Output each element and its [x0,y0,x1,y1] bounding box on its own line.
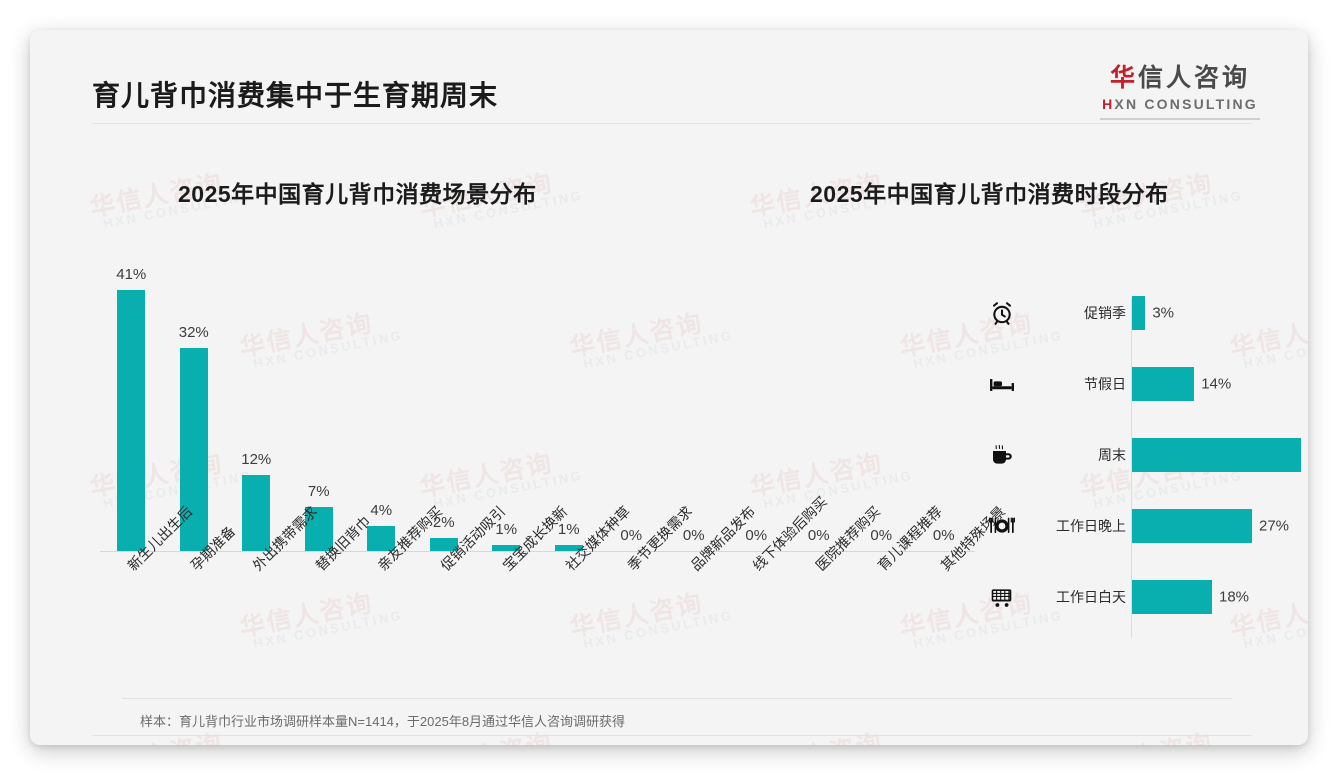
slide-card: 华信人咨询 HXN CONSULTING 华信人咨询 HXN CONSULTING 华信… [30,30,1308,745]
column-bar [367,525,396,551]
header-divider [92,123,1252,124]
column-bar-slot: 1% [538,265,601,551]
logo-underline [1100,118,1260,120]
logo-cn-first-char: 华 [1109,64,1138,92]
column-bar-slot: 4% [350,265,413,551]
column-plot-area: 41% 32% 12% 7% 4% 2% 1% 1% 0% 0% 0% 0% 0% 0% [100,265,975,551]
horizontal-bar [1132,580,1212,614]
column-value-label: 1% [557,520,580,538]
column-bar-slot: 0% [600,265,663,551]
alarm-clock-icon [985,300,1019,326]
bar-value-label: 27% [1259,517,1290,535]
column-value-label: 0% [807,527,830,544]
column-bar [304,506,333,551]
column-value-label: 32% [178,323,209,341]
horizontal-bar [1132,367,1195,401]
logo-en-first-char: H [1102,96,1115,112]
column-bar [117,290,146,551]
left-chart-title: 2025年中国育儿背巾消费场景分布 [178,181,537,207]
column-value-label: 1% [495,520,518,538]
bed-icon [985,371,1019,397]
column-bar [492,544,521,551]
column-chart-baseline [100,551,975,552]
horizontal-bar [1132,296,1146,330]
column-value-label: 12% [241,450,272,468]
logo-english-text: HXN CONSULTING [1090,96,1270,112]
column-value-label: 0% [932,527,955,544]
column-bar-slot: 7% [288,265,351,551]
bar-category-label: 工作日白天 [1056,589,1126,605]
column-bar-slot: 2% [413,265,476,551]
column-bar-slot: 32% [163,265,226,551]
column-bar-slot: 12% [225,265,288,551]
coffee-cup-icon [985,441,1019,469]
column-value-label: 0% [682,527,705,544]
column-bar-slot: 41% [100,265,163,551]
bar-chart-axis-line [1131,298,1132,638]
column-bar [429,538,458,551]
footnote-divider [122,698,1232,699]
logo-cn-rest: 信人咨询 [1138,64,1251,92]
bar-category-label: 促销季 [1084,305,1126,321]
column-value-label: 2% [432,514,455,532]
column-bar-slot: 0% [788,265,851,551]
column-bar [242,474,271,551]
column-bar-slot: 0% [850,265,913,551]
logo-chinese-text: 华信人咨询 [1090,58,1270,94]
logo-en-rest: XN CONSULTING [1114,96,1258,112]
dining-plate-icon [985,513,1019,539]
slide-header: 育儿背巾消费集中于生育期周末 华信人咨询 HXN CONSULTING [30,30,1308,124]
bar-category-label: 节假日 [1084,376,1126,392]
bar-chart-row: 周末38% [975,434,1308,476]
bar-category-label: 工作日晚上 [1056,518,1126,534]
bar-chart-row: 工作日晚上 27% [975,505,1305,547]
column-bar-slot: 0% [913,265,976,551]
bar-chart-row: 工作日白天 18% [975,576,1305,618]
bar-value-label: 3% [1152,304,1175,322]
company-logo: 华信人咨询 HXN CONSULTING [1090,58,1270,120]
consumption-timeslot-bar-chart: 促销季 3% 节假日 14% 周末38% 工作日晚上 27% 工作日白天 18% [975,292,1308,647]
sample-footnote: 样本：育儿背巾行业市场调研样本量N=1414，于2025年8月通过华信人咨询调研… [140,714,626,729]
column-bar [179,347,208,551]
column-bar-slot: 0% [725,265,788,551]
footer-divider [92,735,1252,736]
page-title: 育儿背巾消费集中于生育期周末 [92,80,499,111]
consumption-scenario-column-chart: 41% 32% 12% 7% 4% 2% 1% 1% 0% 0% 0% 0% 0% 0% 新生儿出生后 孕期… [70,265,1008,665]
bar-chart-row: 促销季 3% [975,292,1305,334]
shopping-cart-icon [985,584,1019,610]
column-bar-slot: 0% [663,265,726,551]
column-value-label: 7% [307,482,330,500]
bar-value-label: 14% [1201,375,1232,393]
horizontal-bar [1132,509,1252,543]
column-bar-slot: 1% [475,265,538,551]
right-chart-title: 2025年中国育儿背巾消费时段分布 [810,181,1169,207]
bar-value-label: 18% [1219,588,1250,606]
horizontal-bar [1132,438,1301,472]
column-value-label: 4% [370,501,393,519]
bar-category-label: 周末 [1098,447,1126,463]
column-value-label: 41% [116,266,147,284]
column-value-label: 0% [620,527,643,544]
column-bar [554,544,583,551]
bar-chart-row: 节假日 14% [975,363,1305,405]
column-value-label: 0% [870,527,893,544]
column-value-label: 0% [745,527,768,544]
